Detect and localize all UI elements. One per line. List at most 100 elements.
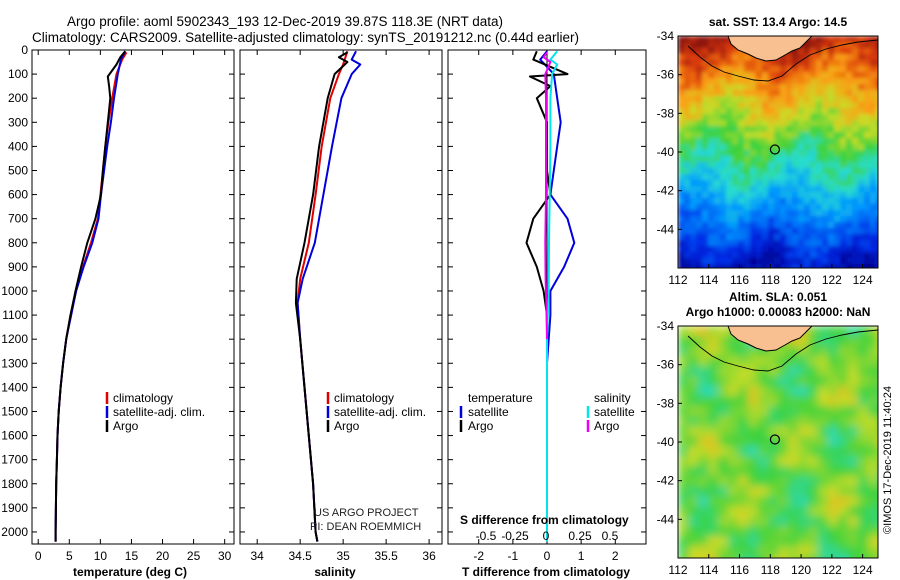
sst-cell [858,264,865,268]
sst-cell [690,204,697,211]
sst-cell [792,180,799,187]
sst-cell [756,234,763,241]
sst-cell [678,192,685,199]
depth-tick-label: 1400 [1,380,28,394]
lon-tick-label: 120 [791,563,811,577]
sla-cell [788,376,799,387]
sla-map-title: Altim. SLA: 0.051 [729,290,827,304]
sst-cell [714,228,721,235]
sst-cell [726,138,733,145]
sla-cell [858,356,869,367]
sst-cell [804,48,811,55]
sst-cell [738,72,745,79]
sst-cell [678,264,685,268]
sst-cell [762,102,769,109]
depth-tick-label: 1600 [1,429,28,443]
sla-cell [738,516,749,527]
sst-cell [720,84,727,91]
sst-cell [858,108,865,115]
sst-cell [726,96,733,103]
sla-cell [728,466,739,477]
sla-cell [828,356,839,367]
sst-cell [804,198,811,205]
sst-cell [840,156,847,163]
sst-cell [720,90,727,97]
sla-cell [788,466,799,477]
sst-cell [720,246,727,253]
sst-cell [804,204,811,211]
sla-cell [828,426,839,437]
sst-cell [834,36,841,43]
sst-cell [708,132,715,139]
sst-cell [870,138,877,145]
salinity-legend: climatology satellite-adj. clim. Argo [326,391,426,433]
sst-cell [774,228,781,235]
sla-cell [828,516,839,527]
sla-cell [868,446,878,457]
sla-cell [758,446,769,457]
sst-cell [852,36,859,43]
sst-cell [708,138,715,145]
sla-cell [758,466,769,477]
sst-cell [702,96,709,103]
sst-cell [774,204,781,211]
sst-cell [798,132,805,139]
sst-cell [702,162,709,169]
sst-cell [762,228,769,235]
sla-cell [868,336,878,347]
sla-cell [698,346,709,357]
sst-cell [870,216,877,223]
sst-cell [786,126,793,133]
sst-cell [852,216,859,223]
lon-tick-label: 124 [853,273,873,287]
sst-cell [780,96,787,103]
sst-cell [774,120,781,127]
sst-cell [678,36,685,43]
sst-cell [804,264,811,268]
sst-cell [678,234,685,241]
sla-cell [688,466,699,477]
sla-cell [818,466,829,477]
sst-cell [876,114,878,121]
sla-cell [838,446,849,457]
legend-heading-temperature: temperature [468,391,533,405]
sst-cell [780,90,787,97]
sst-cell [774,78,781,85]
sst-cell [768,108,775,115]
sst-cell [762,216,769,223]
sst-cell [726,114,733,121]
sst-cell [714,180,721,187]
sst-cell [708,204,715,211]
sst-cell [732,192,739,199]
sla-cell [728,376,739,387]
sst-cell [744,264,751,268]
sst-cell [846,36,853,43]
sst-cell [738,180,745,187]
sst-cell [786,120,793,127]
sla-cell [778,536,789,547]
sst-cell [714,186,721,193]
sla-cell [828,536,839,547]
sst-cell [690,60,697,67]
sst-cell [786,96,793,103]
sla-cell [828,346,839,357]
sla-cell [708,546,719,557]
sst-cell [870,174,877,181]
sst-cell [846,78,853,85]
sst-cell [840,210,847,217]
sla-cell [698,546,709,557]
sst-cell [696,216,703,223]
sst-cell [840,84,847,91]
sla-cell [688,326,699,337]
sst-cell [720,126,727,133]
sla-cell [728,536,739,547]
sla-cell [678,476,689,487]
sla-cell [818,356,829,367]
sst-cell [780,198,787,205]
sla-cell [708,516,719,527]
sst-cell [828,228,835,235]
sla-cell [858,436,869,447]
legend-label-argo: Argo [334,419,360,433]
sla-cell [788,386,799,397]
